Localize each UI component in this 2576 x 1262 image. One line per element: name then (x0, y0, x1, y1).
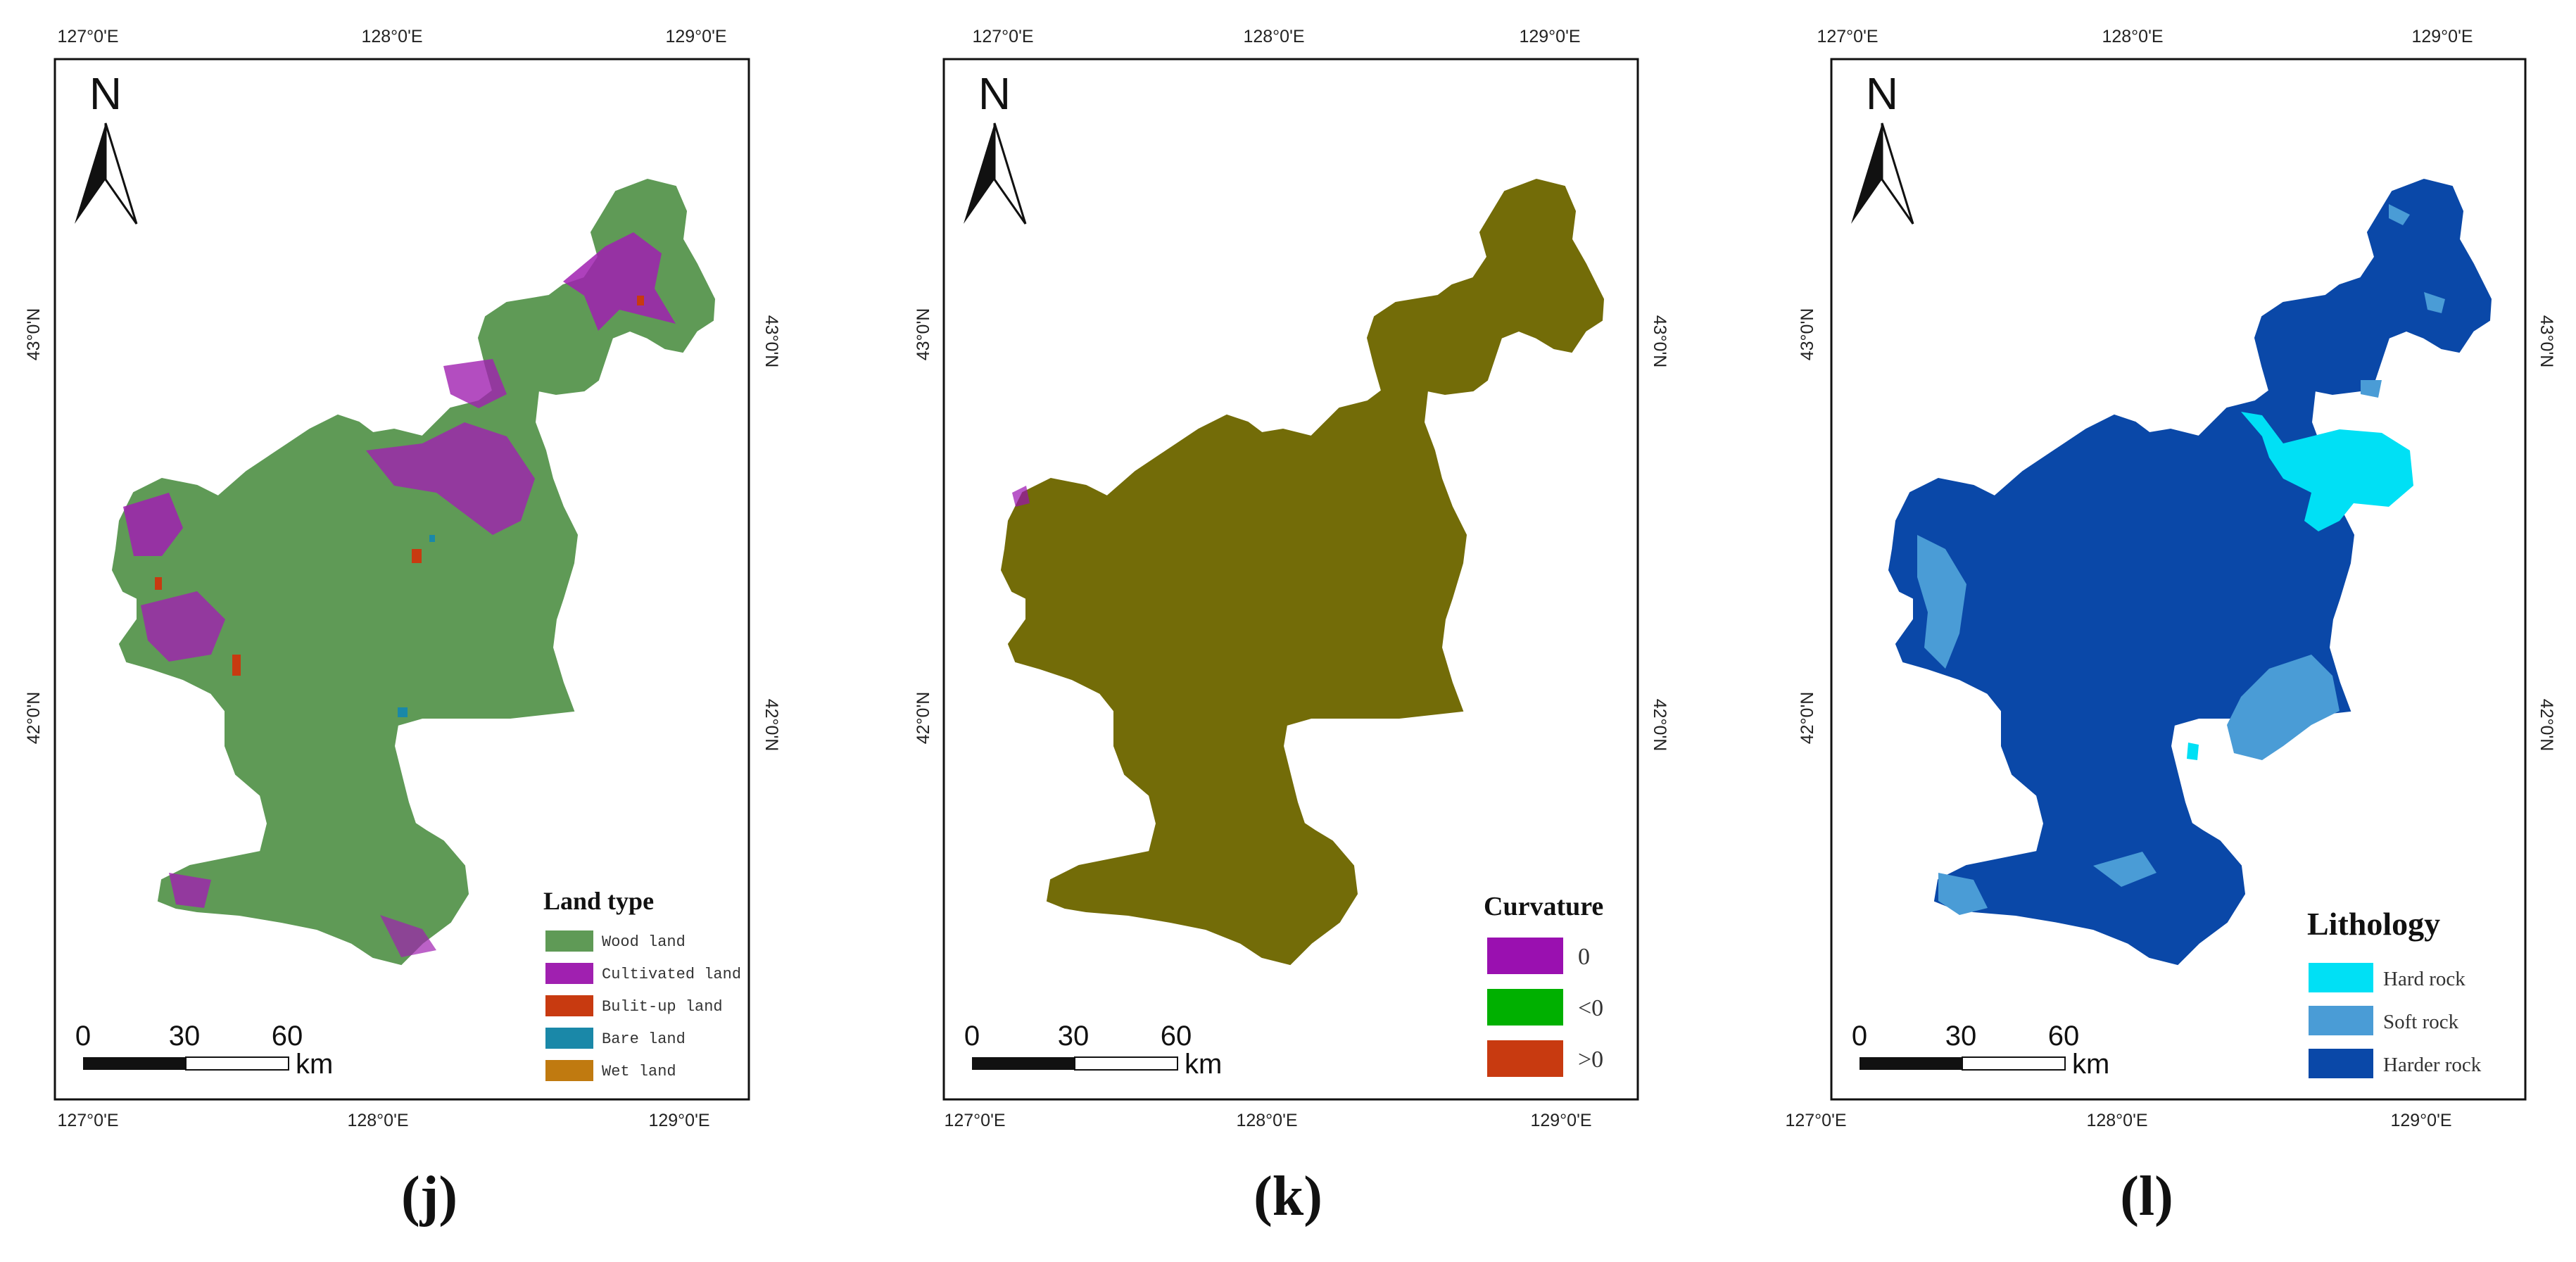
lon-label-top-129: 129°0'E (2411, 27, 2473, 46)
scale-unit: km (1185, 1049, 1222, 1080)
legend-label-positive: >0 (1578, 1047, 1603, 1073)
lon-label-bottom-128: 128°0'E (2086, 1111, 2147, 1130)
lat-label-right-43: 43°0'N (2537, 315, 2556, 368)
north-arrow-icon (75, 122, 138, 225)
cultivated-land-patches (123, 232, 676, 957)
scale-unit: km (296, 1049, 333, 1080)
legend-swatch-bare-land (545, 1028, 593, 1049)
map-frame (1830, 58, 2527, 1101)
map-panel-curvature: 127°0'E 128°0'E 129°0'E 127°0'E 128°0'E … (859, 0, 1717, 1262)
lat-label-right-43: 43°0'N (762, 315, 781, 368)
scale-tick-30: 30 (1945, 1021, 1977, 1052)
lat-label-right-43: 43°0'N (1650, 315, 1669, 368)
north-arrow-label: N (978, 68, 1011, 119)
hard-rock-patches (2187, 412, 2413, 760)
legend-title: Lithology (2307, 906, 2440, 942)
legend-land-type: Land type Wood land Cultivated land Buli… (543, 887, 741, 1081)
lon-label-top-129: 129°0'E (1519, 27, 1580, 46)
scale-tick-30: 30 (169, 1021, 201, 1052)
lat-label-left-43: 43°0'N (1798, 308, 1817, 361)
legend-label-hard-rock: Hard rock (2383, 968, 2465, 990)
lon-label-top-129: 129°0'E (665, 27, 726, 46)
legend-title: Curvature (1484, 892, 1603, 921)
lat-label-left-42: 42°0'N (914, 692, 933, 745)
legend-label-wood-land: Wood land (602, 933, 686, 951)
legend-swatch-harder-rock (2309, 1049, 2373, 1078)
scale-tick-60: 60 (272, 1021, 303, 1052)
lat-label-left-42: 42°0'N (24, 692, 44, 745)
legend-lithology: Lithology Hard rock Soft rock Harder roc… (2307, 906, 2482, 1078)
scale-tick-60: 60 (1161, 1021, 1192, 1052)
lon-label-bottom-129: 129°0'E (648, 1111, 709, 1130)
built-up-land-patches (155, 296, 644, 676)
lat-label-right-42: 42°0'N (2537, 699, 2556, 752)
lat-label-left-42: 42°0'N (1798, 692, 1817, 745)
bare-land-patches (398, 535, 435, 717)
scale-tick-60: 60 (2048, 1021, 2080, 1052)
lon-label-top-128: 128°0'E (1243, 27, 1304, 46)
legend-swatch-positive (1487, 1040, 1563, 1077)
lon-label-bottom-127: 127°0'E (944, 1111, 1005, 1130)
scale-unit: km (2072, 1049, 2109, 1080)
north-arrow-icon (964, 122, 1027, 225)
lon-label-bottom-127: 127°0'E (1785, 1111, 1846, 1130)
lon-label-bottom-128: 128°0'E (1236, 1111, 1297, 1130)
legend-swatch-wet-land (545, 1060, 593, 1081)
lon-label-top-127: 127°0'E (972, 27, 1033, 46)
curvature-patch (1012, 486, 1030, 507)
legend-label-soft-rock: Soft rock (2383, 1011, 2459, 1033)
lon-label-top-128: 128°0'E (361, 27, 422, 46)
lon-label-top-128: 128°0'E (2102, 27, 2163, 46)
legend-swatch-cultivated-land (545, 963, 593, 984)
lon-label-bottom-129: 129°0'E (1530, 1111, 1591, 1130)
legend-swatch-built-up-land (545, 995, 593, 1016)
scale-bar: 0 30 60 km (1852, 1021, 2109, 1080)
scale-tick-0: 0 (1852, 1021, 1867, 1052)
legend-label-zero: 0 (1578, 944, 1590, 970)
legend-label-negative: <0 (1578, 995, 1603, 1021)
scale-bar: 0 30 60 km (964, 1021, 1222, 1080)
scale-tick-30: 30 (1058, 1021, 1090, 1052)
panel-caption: (l) (2120, 1166, 2173, 1228)
lat-label-right-42: 42°0'N (762, 699, 781, 752)
legend-swatch-soft-rock (2309, 1006, 2373, 1035)
scale-tick-0: 0 (75, 1021, 91, 1052)
map-panel-lithology: 127°0'E 128°0'E 129°0'E 127°0'E 128°0'E … (1717, 0, 2576, 1262)
legend-label-bare-land: Bare land (602, 1030, 686, 1048)
legend-swatch-negative (1487, 989, 1563, 1026)
soft-rock-patches (1917, 204, 2445, 915)
legend-label-wet-land: Wet land (602, 1063, 676, 1080)
region-harder-rock (1888, 179, 2492, 965)
region-curvature (1001, 179, 1604, 965)
legend-swatch-zero (1487, 938, 1563, 974)
lat-label-right-42: 42°0'N (1650, 699, 1669, 752)
legend-swatch-hard-rock (2309, 963, 2373, 992)
lon-label-bottom-127: 127°0'E (57, 1111, 118, 1130)
legend-title: Land type (543, 887, 654, 915)
lat-label-left-43: 43°0'N (24, 308, 44, 361)
scale-tick-0: 0 (964, 1021, 980, 1052)
legend-label-cultivated-land: Cultivated land (602, 966, 741, 983)
panel-caption: (j) (401, 1166, 457, 1228)
north-arrow-icon (1851, 122, 1914, 225)
scale-bar: 0 30 60 km (75, 1021, 333, 1080)
legend-label-harder-rock: Harder rock (2383, 1054, 2482, 1076)
map-figure-j: 127°0'E 128°0'E 129°0'E 127°0'E 128°0'E … (24, 27, 781, 1130)
map-frame (942, 58, 1639, 1101)
lon-label-top-127: 127°0'E (1817, 27, 1878, 46)
legend-curvature: Curvature 0 <0 >0 (1484, 892, 1603, 1077)
north-arrow-label: N (1866, 68, 1898, 119)
legend-label-built-up-land: Bulit-up land (602, 998, 723, 1016)
lon-label-bottom-129: 129°0'E (2390, 1111, 2451, 1130)
lon-label-bottom-128: 128°0'E (347, 1111, 408, 1130)
lat-label-left-43: 43°0'N (914, 308, 933, 361)
north-arrow-label: N (89, 68, 122, 119)
panel-caption: (k) (1254, 1166, 1322, 1228)
map-panel-land-type: 127°0'E 128°0'E 129°0'E 127°0'E 128°0'E … (0, 0, 859, 1262)
lon-label-top-127: 127°0'E (57, 27, 118, 46)
map-frame (53, 58, 750, 1101)
legend-swatch-wood-land (545, 930, 593, 952)
map-figure-l: 127°0'E 128°0'E 129°0'E 127°0'E 128°0'E … (1785, 27, 2556, 1130)
map-figure-k: 127°0'E 128°0'E 129°0'E 127°0'E 128°0'E … (914, 27, 1669, 1130)
